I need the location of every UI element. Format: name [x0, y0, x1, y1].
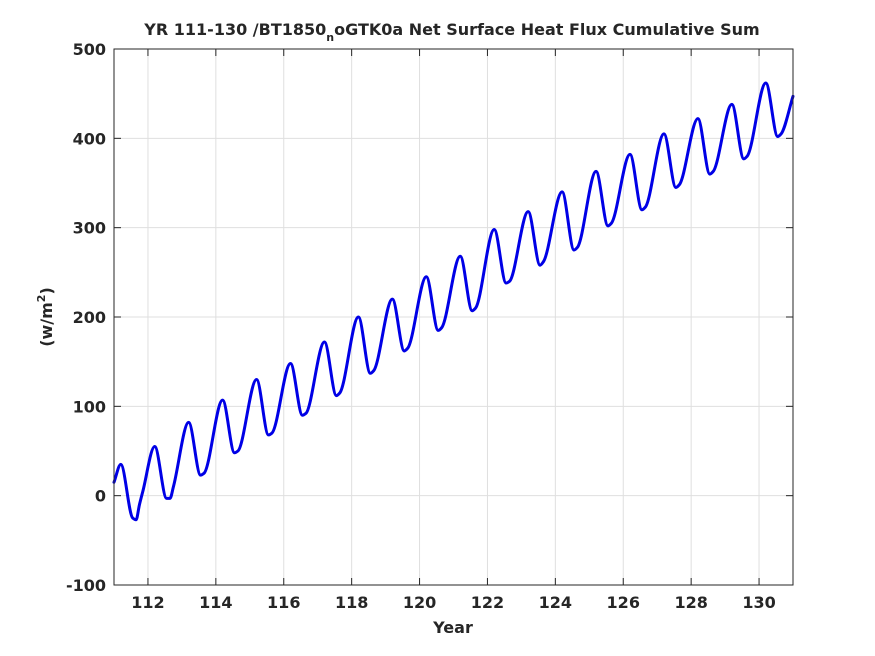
plot-area: 112 114 116 118 120 122 124 126 128 130 -100 0 100 2… [66, 40, 795, 612]
chart-title-suffix: oGTK0a Net Surface Heat Flux Cumulative … [334, 20, 760, 39]
x-tick-label: 128 [674, 593, 707, 612]
chart-title-subscript: n [326, 31, 334, 44]
x-tick-label: 114 [199, 593, 232, 612]
y-tick-label: 200 [73, 308, 106, 327]
series-layer [112, 81, 795, 522]
x-tick-labels: 112 114 116 118 120 122 124 126 128 130 [131, 593, 776, 612]
chart-title: YR 111-130 /BT1850noGTK0a Net Surface He… [143, 20, 759, 44]
x-tick-label: 124 [539, 593, 572, 612]
y-tick-label: 100 [73, 397, 106, 416]
y-axis-label: (w/m2) [35, 287, 56, 347]
y-axis-label-main: (w/m [37, 302, 56, 347]
x-axis-label: Year [432, 618, 473, 637]
y-axis-label-superscript: 2 [35, 295, 48, 303]
x-tick-label: 122 [471, 593, 504, 612]
y-tick-label: -100 [66, 576, 106, 595]
y-tick-label: 300 [73, 219, 106, 238]
y-tick-label: 400 [73, 129, 106, 148]
y-tick-labels: -100 0 100 200 300 400 500 [66, 40, 106, 595]
x-tick-label: 126 [607, 593, 640, 612]
x-tick-label: 118 [335, 593, 368, 612]
grid-lines [114, 49, 793, 585]
y-axis-label-close: ) [37, 287, 56, 294]
x-tick-label: 120 [403, 593, 436, 612]
y-tick-label: 0 [95, 487, 106, 506]
y-tick-label: 500 [73, 40, 106, 59]
series-line-0 [112, 81, 795, 522]
x-tick-label: 130 [742, 593, 775, 612]
chart-title-prefix: YR 111-130 /BT1850 [143, 20, 326, 39]
x-tick-label: 112 [131, 593, 164, 612]
x-tick-label: 116 [267, 593, 300, 612]
tick-marks [114, 48, 793, 586]
